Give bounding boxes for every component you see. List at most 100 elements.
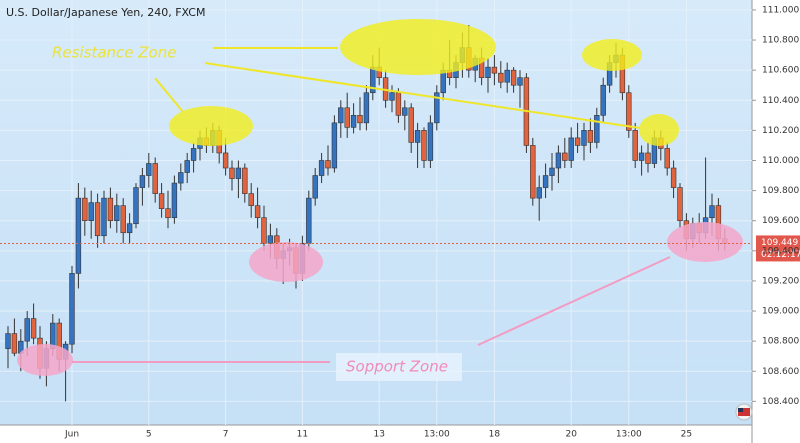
candle-body — [389, 92, 395, 101]
candle-body — [363, 92, 370, 124]
candle-body — [5, 333, 11, 349]
resistance-highlight — [340, 19, 496, 75]
candle-body — [235, 167, 242, 179]
candle-body — [261, 217, 267, 244]
candle-body — [318, 160, 325, 176]
candle-body — [350, 115, 357, 128]
candle-body — [632, 130, 638, 161]
candle-body — [498, 72, 504, 83]
candle-body — [421, 130, 427, 161]
candle-body — [126, 223, 133, 234]
candle-body — [248, 193, 254, 206]
y-tick-label: 110.000 — [762, 156, 799, 166]
y-tick-label: 109.200 — [762, 276, 799, 286]
candle-body — [626, 92, 632, 131]
candle-body — [184, 160, 190, 173]
x-tick-label: 5 — [146, 430, 152, 440]
x-tick-label: 18 — [489, 430, 501, 440]
price-box — [756, 235, 800, 262]
candle-body — [677, 187, 683, 222]
candle-body — [536, 187, 542, 199]
candle-body — [549, 167, 555, 176]
candle-body — [267, 235, 274, 244]
candle-body — [600, 84, 606, 116]
candle-body — [242, 167, 248, 194]
resistance-highlight — [639, 114, 679, 146]
candle-body — [325, 160, 331, 169]
price-label: 109.449 — [761, 238, 798, 248]
candle-body — [158, 193, 165, 209]
candle-body — [670, 167, 677, 188]
candle-body — [395, 92, 402, 116]
x-tick-label: 25 — [681, 430, 692, 440]
resistance-line — [204, 62, 641, 129]
candle-body — [75, 197, 82, 274]
x-tick-label: Jun — [64, 430, 79, 440]
flag-icon — [735, 403, 753, 421]
candle-body — [664, 148, 670, 169]
candle-body — [414, 130, 421, 143]
candle-body — [568, 137, 574, 161]
resistance-highlight — [582, 39, 642, 71]
support-highlight — [17, 344, 73, 376]
candle-body — [178, 172, 184, 184]
y-tick-label: 111.000 — [762, 5, 799, 15]
candle-body — [587, 130, 594, 143]
candle-body — [491, 66, 498, 74]
x-tick-label: 13:00 — [616, 430, 642, 440]
candle-body — [146, 163, 152, 176]
x-tick-label: 13 — [373, 430, 384, 440]
candle-body — [306, 197, 312, 244]
resistance-highlight — [169, 106, 253, 146]
candle-body — [517, 77, 523, 86]
y-tick-label: 110.800 — [762, 36, 799, 46]
y-tick-label: 108.400 — [762, 397, 799, 407]
candle-body — [107, 197, 114, 222]
candle-body — [408, 107, 414, 143]
candle-body — [562, 152, 568, 161]
candle-body — [645, 152, 651, 164]
candle-body — [504, 69, 510, 83]
x-tick-label: 20 — [565, 430, 577, 440]
y-tick-label: 109.400 — [762, 246, 799, 256]
candle-body — [312, 175, 318, 199]
candle-body — [427, 122, 434, 161]
chart-title: U.S. Dollar/Japanese Yen, 240, FXCM — [6, 6, 205, 19]
candle-body — [120, 205, 126, 234]
candle-body — [222, 152, 229, 169]
candle-body — [638, 152, 645, 161]
y-tick-label: 109.800 — [762, 186, 799, 196]
candle-body — [530, 145, 536, 199]
annotations: Resistance Zone Sopport Zone — [17, 19, 743, 381]
candle-body — [88, 202, 94, 222]
support-line — [477, 256, 671, 346]
y-tick-label: 108.800 — [762, 337, 799, 347]
candle-body — [190, 148, 197, 161]
countdown-label: 02:12:17 — [761, 250, 800, 260]
candle-body — [30, 318, 37, 339]
support-highlight — [249, 242, 323, 282]
label-background — [336, 353, 462, 381]
support-label: Sopport Zone — [346, 358, 448, 376]
y-tick-label: 109.600 — [762, 216, 799, 226]
candle-body — [133, 187, 139, 225]
candle-body — [331, 122, 338, 169]
candle-body — [709, 205, 715, 218]
candle-body — [101, 197, 107, 237]
candle-body — [357, 115, 363, 124]
candle-body — [344, 107, 350, 128]
candle-body — [574, 137, 581, 146]
candle-body — [11, 333, 18, 354]
candle-body — [139, 175, 146, 188]
candle-body — [171, 182, 178, 218]
y-tick-label: 109.000 — [762, 307, 799, 317]
candle-body — [555, 152, 562, 169]
x-tick-label: 13:00 — [424, 430, 450, 440]
candle-body — [542, 175, 549, 188]
candle-body — [24, 318, 30, 342]
candle-body — [434, 92, 440, 124]
y-tick-label: 110.400 — [762, 96, 799, 106]
candle-body — [94, 202, 101, 237]
